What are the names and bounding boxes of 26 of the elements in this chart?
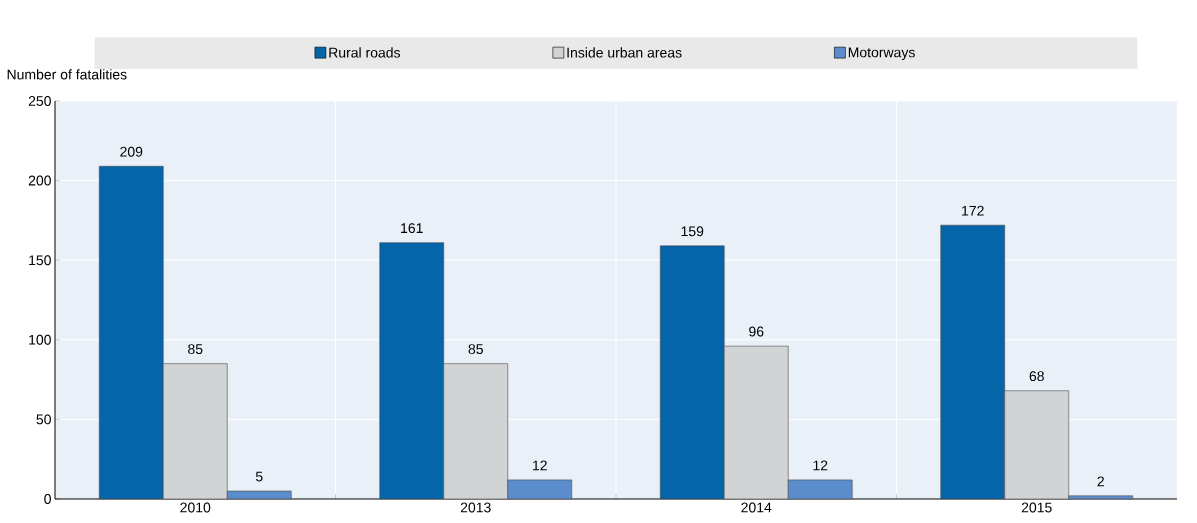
y-tick-label: 150 — [29, 255, 51, 266]
data-label: 172 — [962, 205, 984, 216]
x-tick-label: 2015 — [1021, 502, 1052, 513]
data-label: 159 — [681, 226, 704, 237]
y-axis-title: Number of fatalities — [7, 69, 127, 80]
y-tick-label: 50 — [36, 414, 51, 425]
y-tick-label: 250 — [28, 96, 51, 106]
x-tick-label: 2010 — [180, 502, 211, 513]
y-tick-label: 100 — [29, 334, 51, 345]
data-label: 96 — [749, 326, 764, 337]
data-label: 209 — [120, 146, 143, 157]
legend-label: Rural roads — [329, 47, 401, 58]
data-label: 68 — [1029, 371, 1044, 382]
data-label: 85 — [188, 344, 203, 355]
x-tick-label: 2014 — [741, 502, 772, 513]
legend-label: Motorways — [848, 47, 915, 61]
data-label: 2 — [1097, 476, 1104, 487]
legend-label: Inside urban areas — [567, 47, 682, 58]
data-label: 12 — [533, 460, 547, 471]
y-tick-label: 200 — [28, 175, 51, 186]
data-label: 12 — [813, 460, 828, 471]
y-tick-label: 0 — [44, 494, 51, 504]
data-label: 5 — [255, 471, 263, 482]
data-label: 161 — [401, 223, 423, 234]
data-label: 85 — [468, 344, 483, 355]
x-tick-label: 2013 — [460, 502, 491, 513]
